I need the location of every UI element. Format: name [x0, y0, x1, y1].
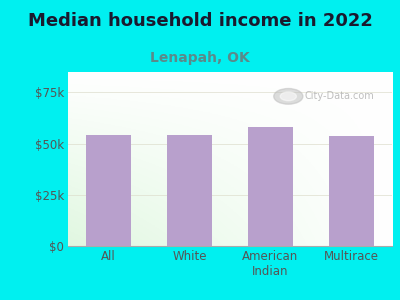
Text: Median household income in 2022: Median household income in 2022 — [28, 12, 372, 30]
Circle shape — [274, 88, 303, 104]
Bar — [86, 136, 131, 246]
Bar — [248, 127, 293, 246]
Bar — [329, 136, 374, 246]
Text: City-Data.com: City-Data.com — [304, 92, 374, 101]
Bar — [167, 136, 212, 246]
Circle shape — [280, 92, 296, 101]
Text: Lenapah, OK: Lenapah, OK — [150, 51, 250, 65]
